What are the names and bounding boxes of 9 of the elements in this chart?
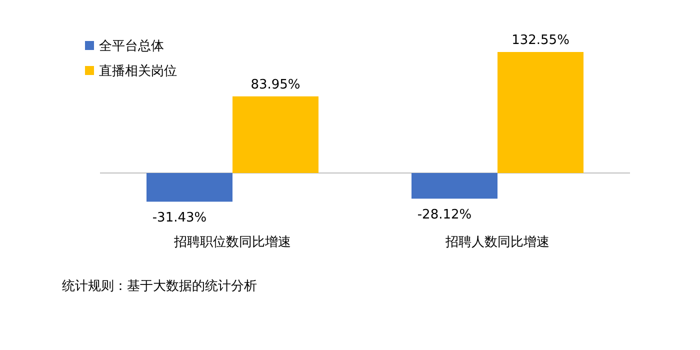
data-label: -31.43%: [152, 210, 207, 226]
text: 统计规则：基于大数据的统计分析: [62, 279, 257, 294]
legend-label: 直播相关岗位: [99, 64, 177, 79]
data-label: 83.95%: [250, 77, 300, 92]
legend-label: 全平台总体: [99, 39, 164, 54]
x-tick-label: 招聘职位数同比增速: [173, 235, 291, 250]
data-label: -28.12%: [417, 208, 472, 223]
x-tick-label: 招聘人数同比增速: [444, 235, 550, 250]
data-label: 132.55%: [512, 33, 570, 48]
